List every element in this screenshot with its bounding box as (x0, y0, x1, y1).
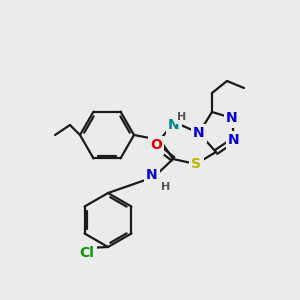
Text: N: N (226, 111, 238, 125)
Text: H: H (177, 112, 187, 122)
Text: O: O (150, 138, 162, 152)
Text: N: N (193, 126, 205, 140)
Text: N: N (146, 168, 158, 182)
Text: N: N (168, 118, 180, 132)
Text: N: N (228, 133, 240, 147)
Text: S: S (191, 157, 201, 171)
Text: Cl: Cl (80, 246, 94, 260)
Text: H: H (161, 182, 171, 192)
